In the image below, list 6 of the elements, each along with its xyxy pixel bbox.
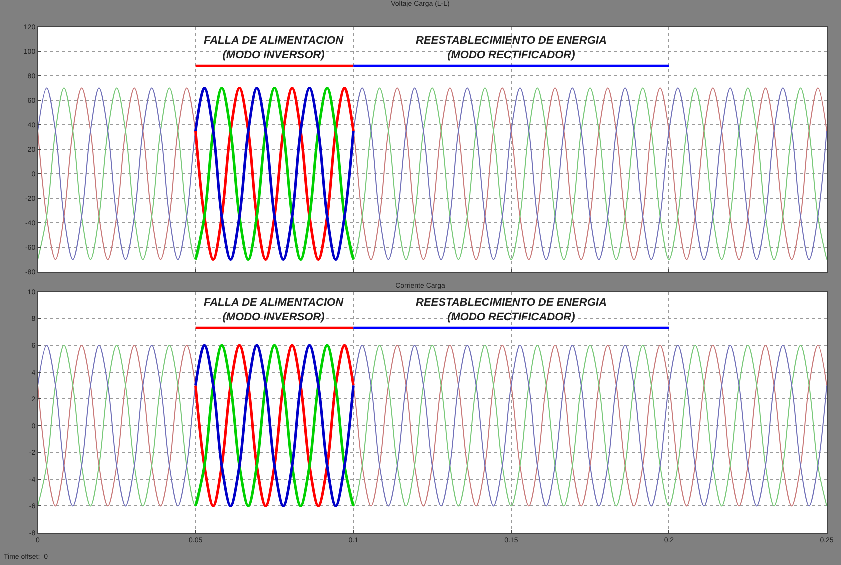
line-series <box>194 86 355 262</box>
line-series <box>194 344 355 508</box>
annotation: REESTABLECIMIENTO DE ENERGIA (MODO RECTIFICADOR) <box>416 297 607 324</box>
annotation: FALLA DE ALIMENTACION (MODO INVERSOR) <box>204 297 345 324</box>
annotation: REESTABLECIMIENTO DE ENERGIA (MODO RECTIFICADOR) <box>416 35 607 62</box>
annotation: FALLA DE ALIMENTACION (MODO INVERSOR) <box>204 35 345 62</box>
